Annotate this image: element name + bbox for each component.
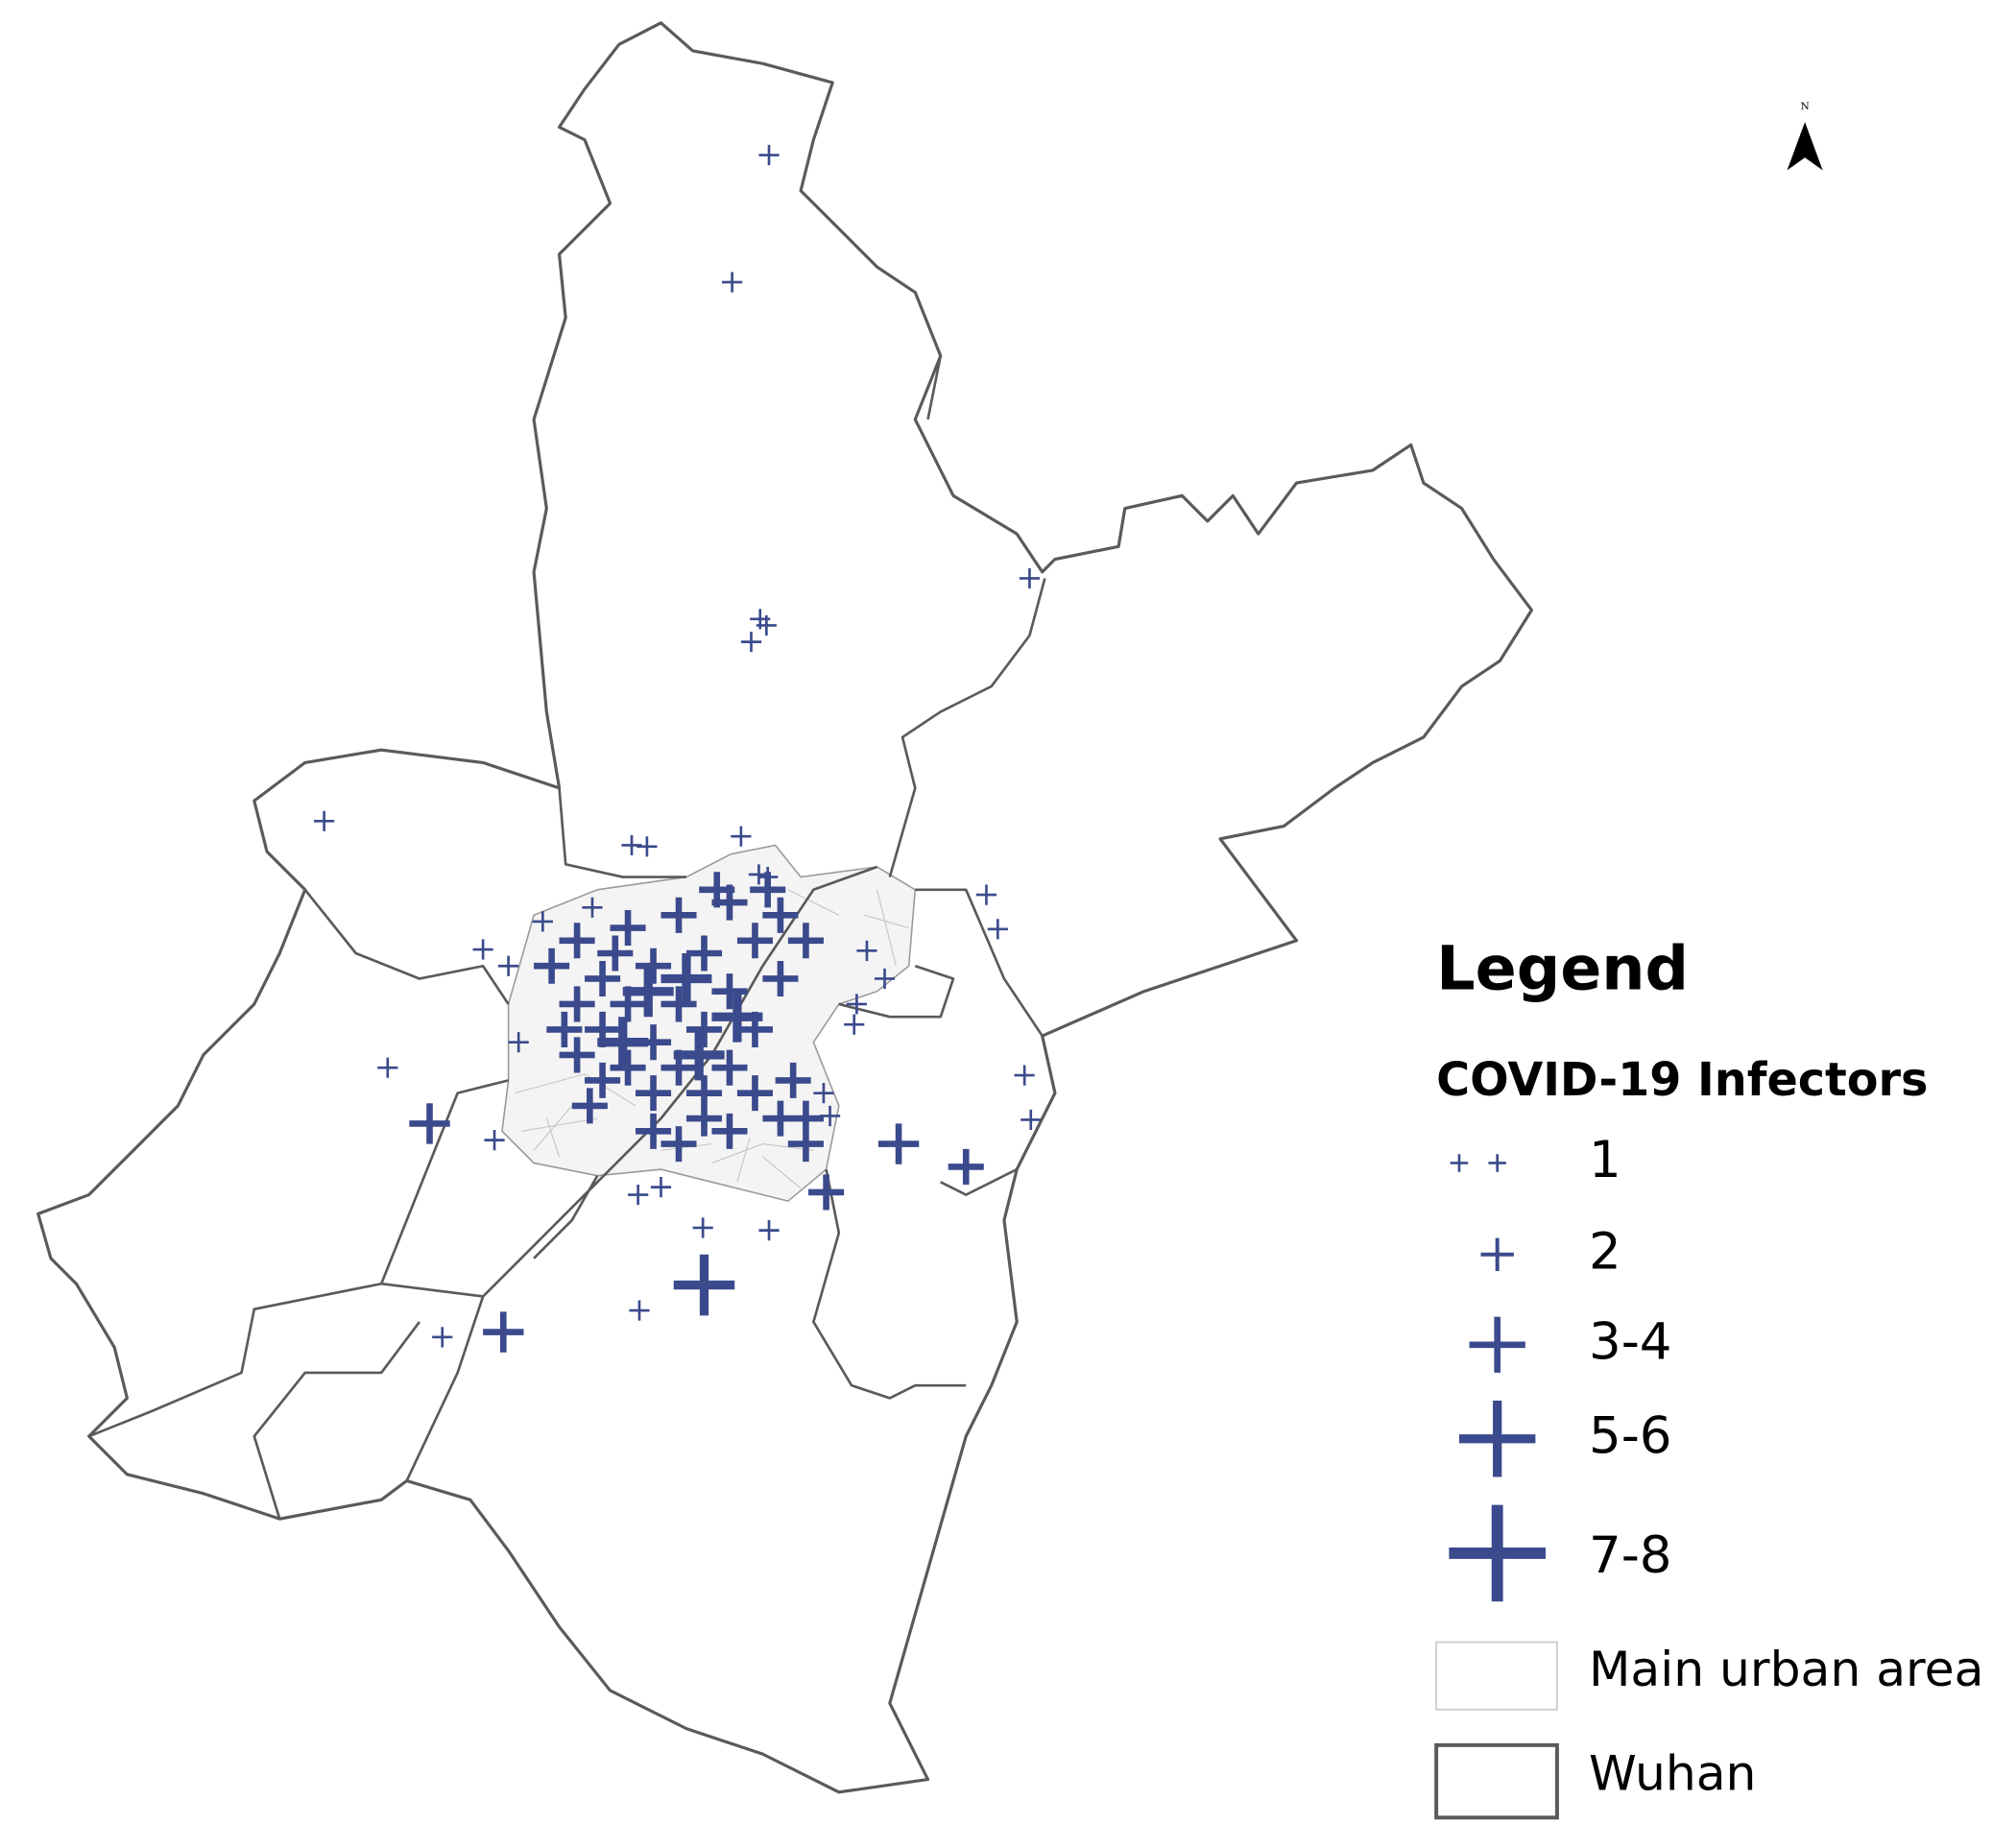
legend-subtitle: COVID-19 Infectors [1436,1054,1928,1107]
legend-label: 2 [1589,1222,1621,1281]
legend-symbol [1458,1401,1536,1477]
legend-symbol [1469,1316,1525,1373]
legend-wuhan-swatch [1434,1742,1559,1820]
legend-label: 7-8 [1589,1526,1671,1585]
infector-crosses-large [597,953,763,1316]
district-boundaries [88,355,1046,1520]
legend-symbol [1450,1154,1506,1172]
legend-label: Main urban area [1589,1641,1983,1697]
legend-symbol [1449,1504,1546,1602]
legend-urban-swatch [1435,1641,1558,1711]
legend-label: 3-4 [1589,1312,1671,1371]
legend-label: Wuhan [1589,1744,1756,1801]
legend-label: 5-6 [1589,1406,1671,1465]
legend-title: Legend [1436,932,1689,1003]
legend-label: 1 [1589,1131,1621,1189]
wuhan-boundary [36,21,1534,1794]
urban-streets [515,889,909,1189]
north-arrow [1787,122,1823,171]
infector-crosses-medium [409,872,984,1353]
north-label: N [1800,101,1809,112]
map-frame: N Legend COVID-19 Infectors 1 2 3-4 5-6 … [36,21,1983,1820]
legend-symbol [1480,1237,1514,1272]
